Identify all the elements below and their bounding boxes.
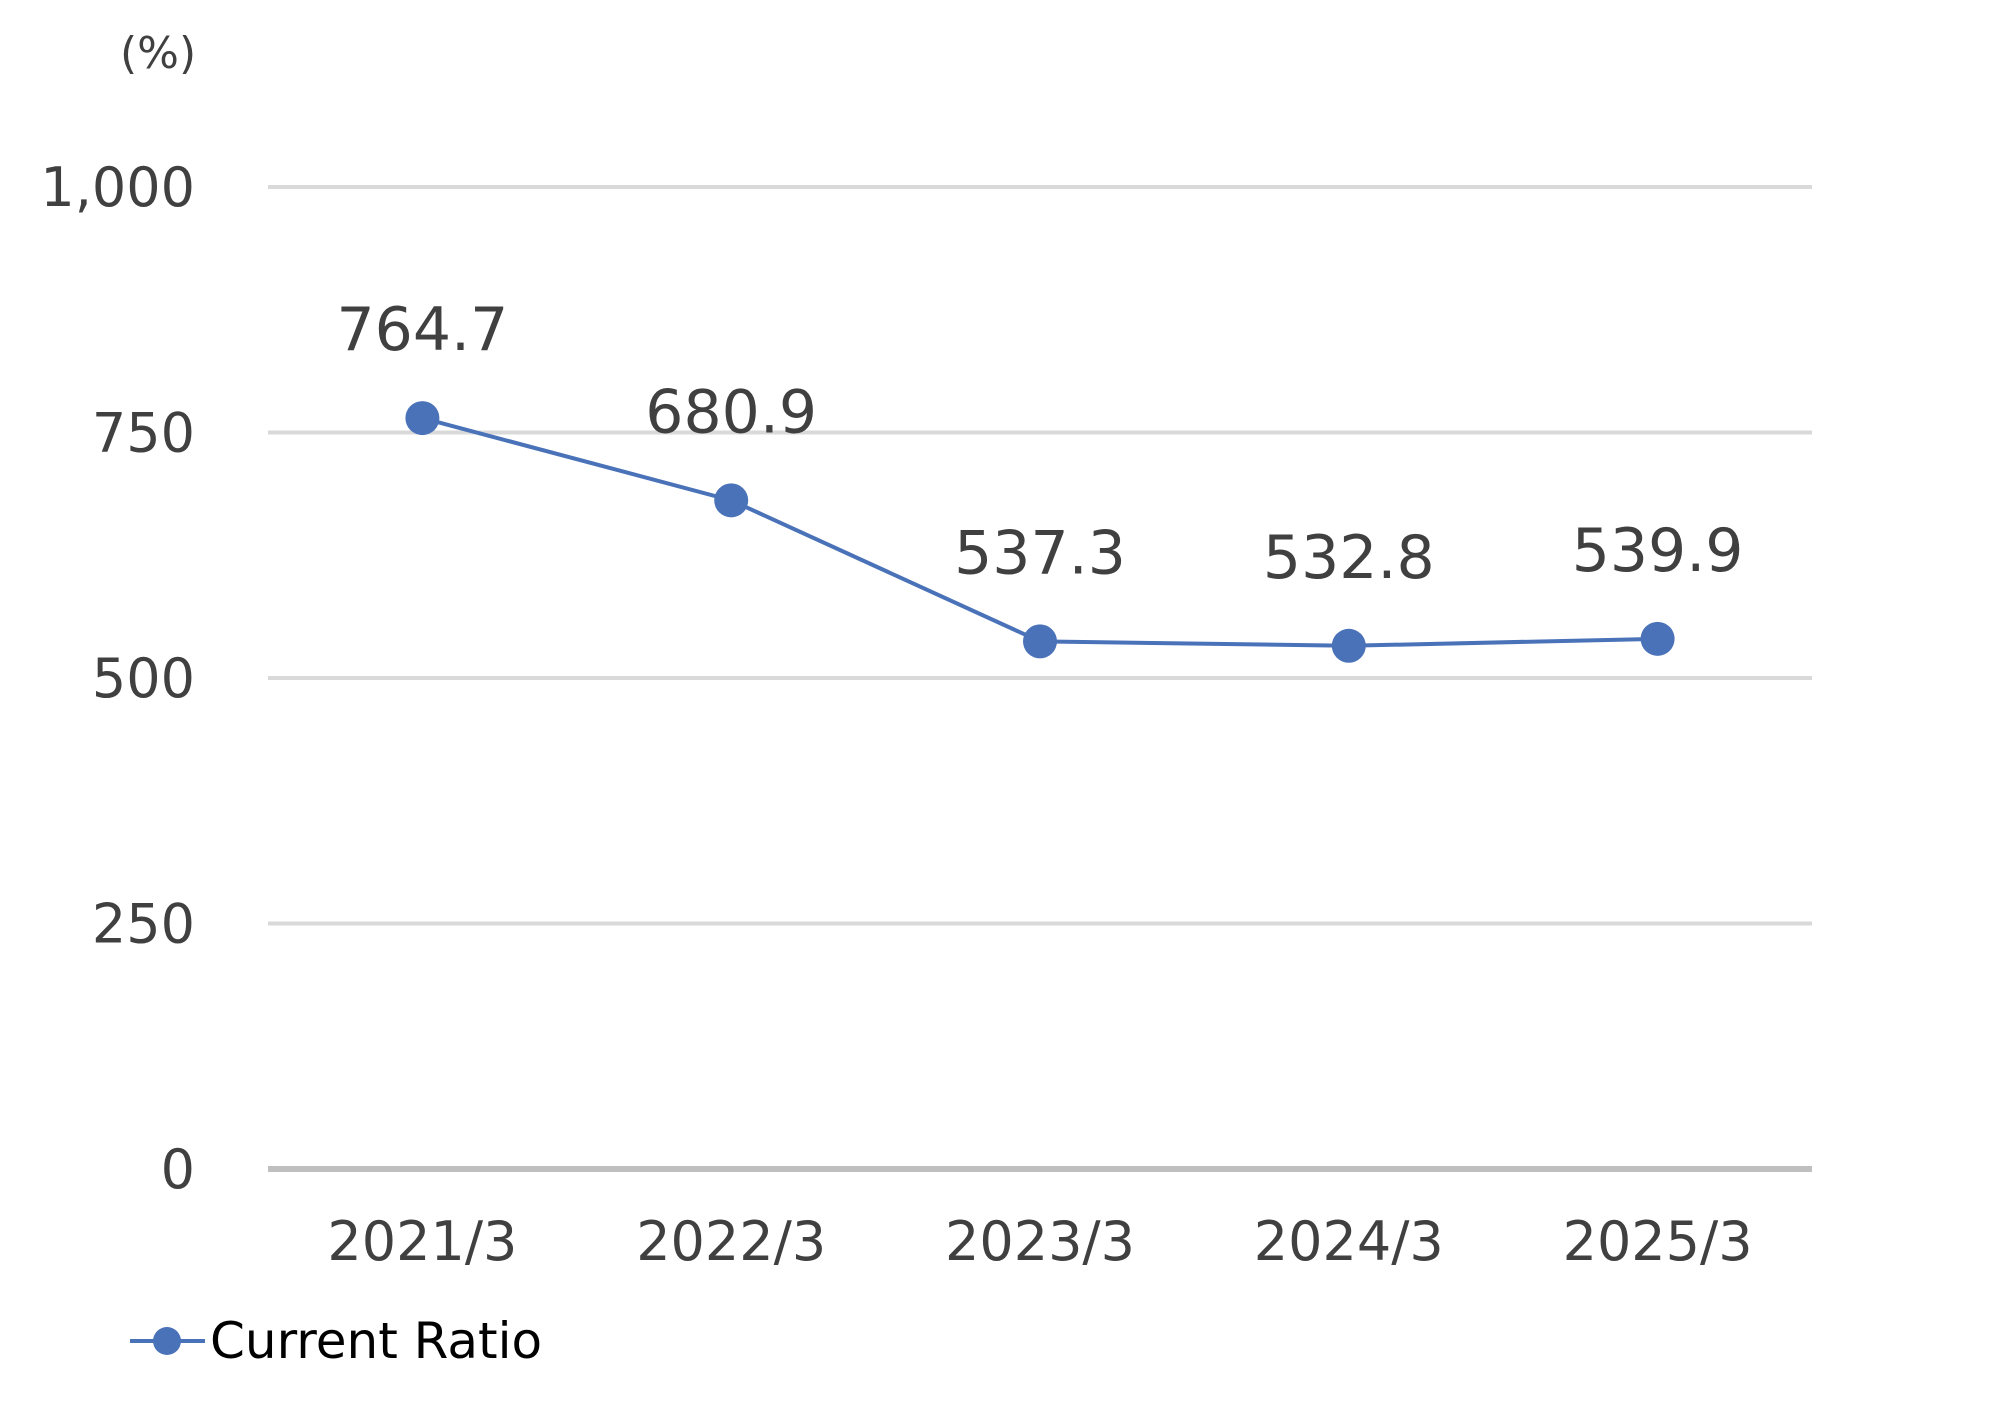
x-tick-label: 2024/3 bbox=[1254, 1210, 1444, 1273]
legend-marker-swatch bbox=[153, 1327, 181, 1355]
data-labels: 764.7 680.9 537.3 532.8 539.9 bbox=[337, 295, 1744, 593]
series-current-ratio bbox=[405, 401, 1675, 663]
y-axis-unit-label: (%) bbox=[120, 28, 196, 79]
data-point bbox=[1640, 621, 1675, 656]
y-tick-label: 250 bbox=[92, 893, 195, 956]
data-point bbox=[405, 401, 440, 436]
x-tick-label: 2022/3 bbox=[636, 1210, 826, 1273]
y-tick-label: 750 bbox=[92, 402, 195, 465]
gridlines bbox=[268, 185, 1812, 1172]
data-label: 680.9 bbox=[645, 377, 817, 447]
data-point bbox=[714, 483, 749, 518]
legend-label-current-ratio: Current Ratio bbox=[210, 1312, 542, 1370]
y-tick-label: 1,000 bbox=[40, 156, 195, 219]
y-tick-label: 0 bbox=[161, 1138, 195, 1201]
data-label: 539.9 bbox=[1572, 516, 1744, 586]
data-label: 532.8 bbox=[1263, 523, 1435, 593]
data-label: 537.3 bbox=[954, 518, 1126, 588]
x-tick-label: 2023/3 bbox=[945, 1210, 1135, 1273]
x-tick-label: 2025/3 bbox=[1563, 1210, 1753, 1273]
data-point bbox=[1023, 624, 1057, 659]
legend: Current Ratio bbox=[130, 1312, 542, 1370]
y-axis-ticks: 0 250 500 750 1,000 bbox=[40, 156, 195, 1201]
x-tick-label: 2021/3 bbox=[327, 1210, 517, 1273]
x-axis-ticks: 2021/3 2022/3 2023/3 2024/3 2025/3 bbox=[327, 1210, 1752, 1273]
y-tick-label: 500 bbox=[92, 647, 195, 710]
data-label: 764.7 bbox=[337, 295, 509, 365]
data-point bbox=[1331, 628, 1366, 663]
